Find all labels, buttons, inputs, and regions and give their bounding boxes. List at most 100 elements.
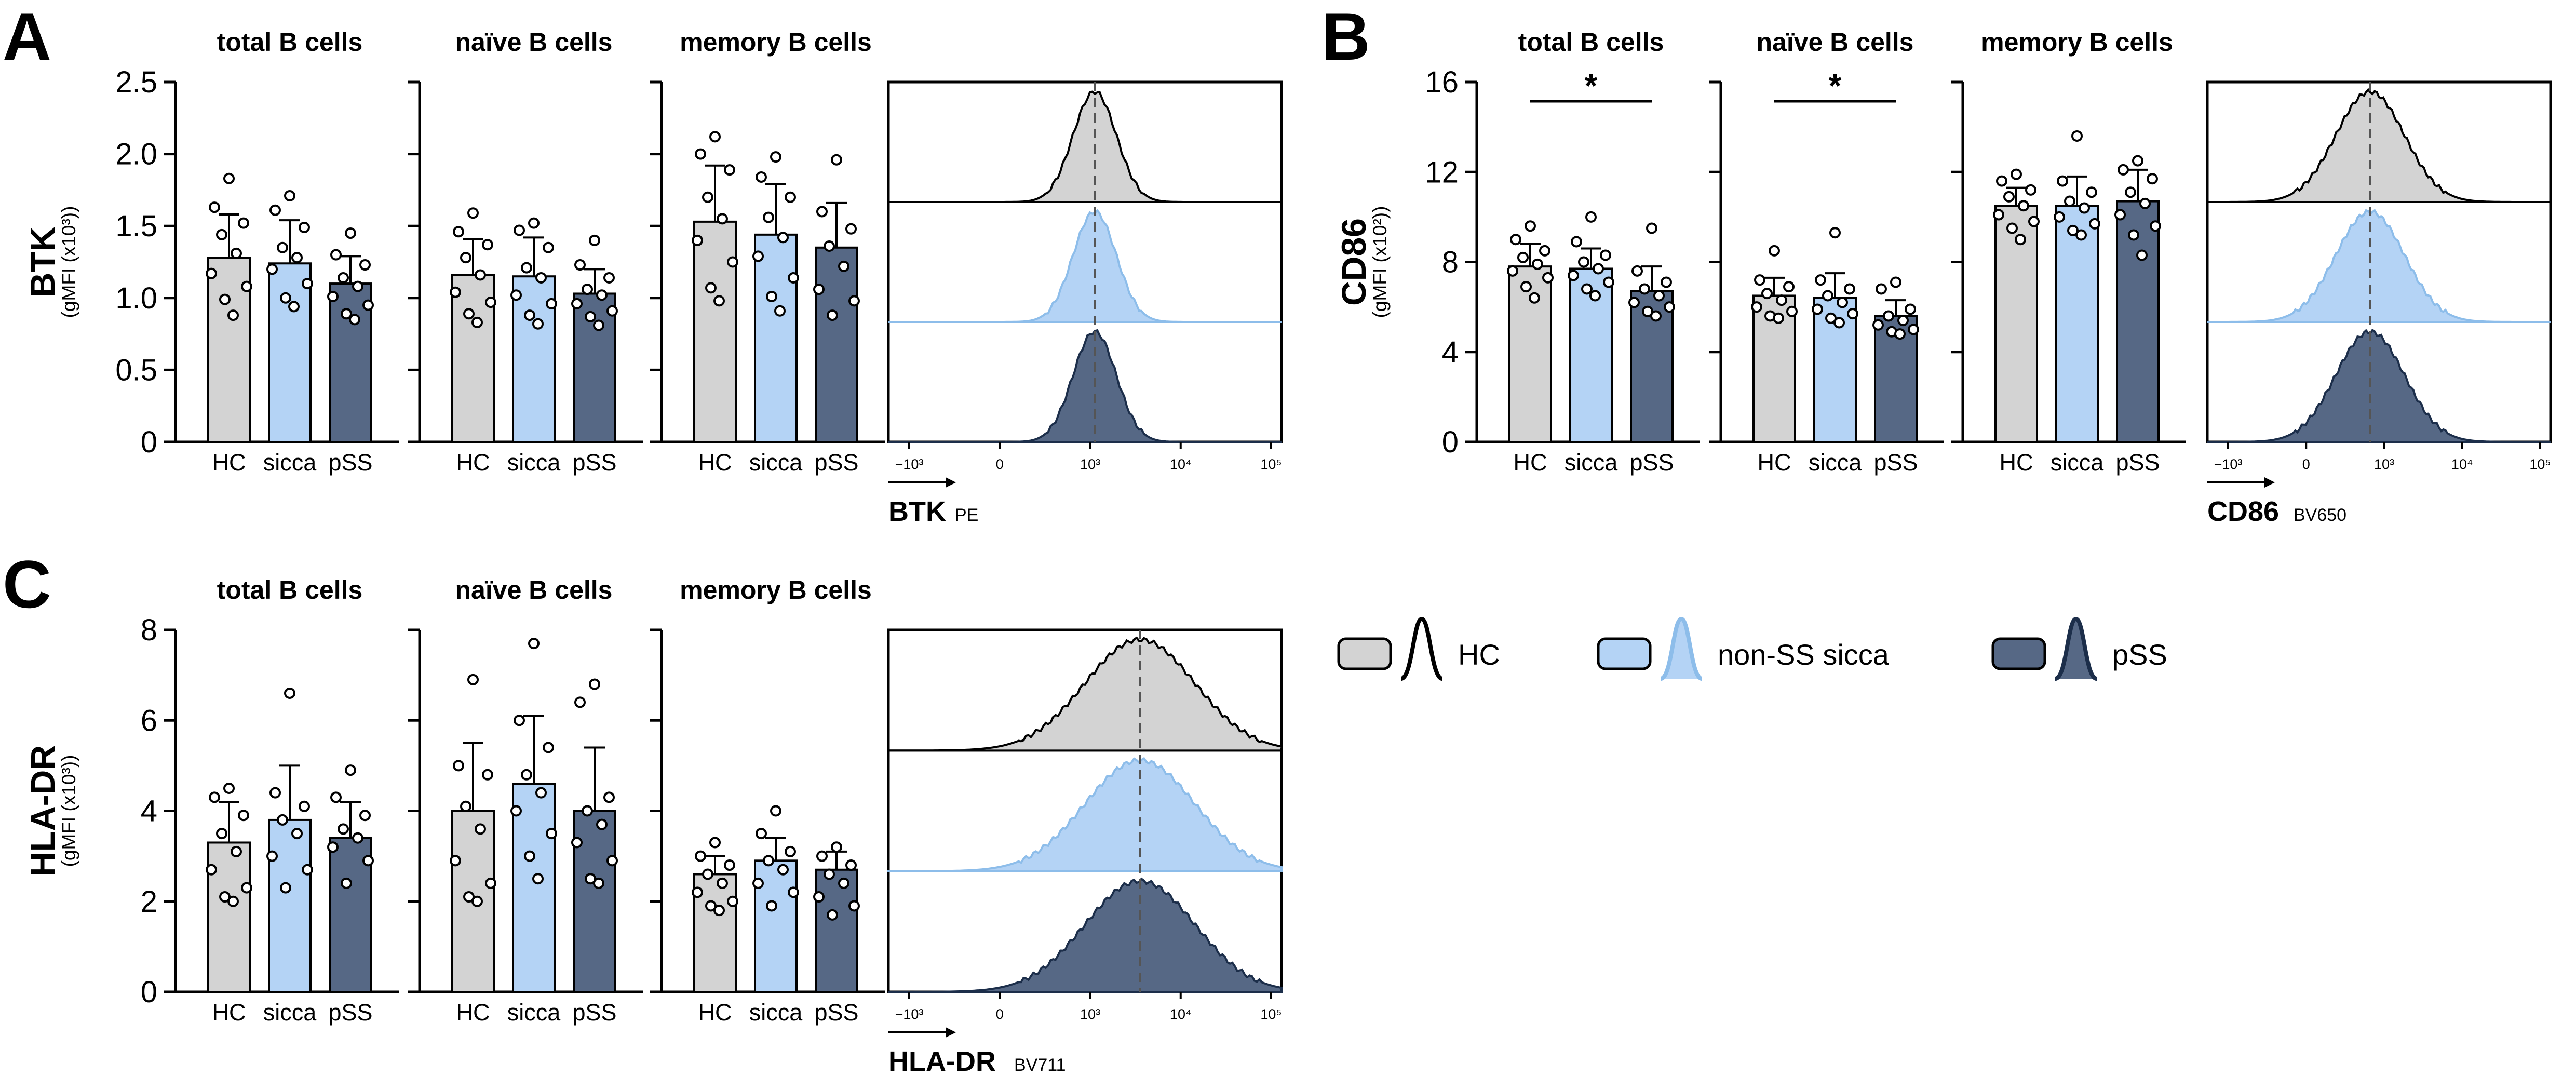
x-tick-label: sicca (2051, 449, 2104, 476)
data-point (1517, 251, 1529, 263)
data-point (2150, 220, 2161, 232)
data-point (327, 291, 339, 303)
data-point (2132, 155, 2143, 167)
data-point (585, 311, 596, 322)
data-point (510, 289, 522, 301)
data-point (727, 256, 738, 268)
data-point (824, 868, 835, 880)
histogram-tick-label: 10⁴ (1170, 1006, 1192, 1022)
data-point (2139, 197, 2151, 209)
data-point (1761, 288, 1773, 300)
x-tick-label: HC (1758, 449, 1791, 476)
bar-pSS (815, 246, 858, 443)
data-point (1833, 317, 1845, 329)
histogram-tick-label: −10³ (2214, 456, 2243, 472)
data-point (692, 886, 703, 898)
data-point (1571, 236, 1582, 248)
x-tick-label: HC (456, 449, 490, 476)
data-point (338, 823, 349, 835)
data-point (345, 227, 356, 239)
data-point (219, 891, 231, 903)
subplot-title: memory B cells (680, 575, 872, 604)
histogram: −10³ 0 10³ 10⁴ 10⁵ BTK PE (887, 80, 1283, 527)
data-point (277, 241, 288, 253)
data-point (596, 818, 608, 830)
data-point (752, 250, 764, 262)
data-point (231, 247, 242, 259)
data-point (1661, 276, 1672, 288)
data-point (330, 791, 342, 803)
histogram-curve-pSS (888, 877, 1283, 993)
data-point (727, 895, 738, 907)
x-tick-label: pSS (572, 449, 616, 476)
data-point (813, 284, 825, 295)
x-tick-label: pSS (814, 449, 858, 476)
histogram-fluor-label: BV711 (1014, 1055, 1066, 1075)
data-point (845, 859, 857, 871)
histogram-marker-label: CD86 (2207, 496, 2279, 527)
data-point (788, 886, 799, 898)
data-point (1529, 292, 1540, 304)
data-point (848, 295, 860, 307)
histogram-tick-label: 10⁵ (1260, 1006, 1282, 1022)
y-axis-unit: (gMFI (x10²)) (1369, 206, 1391, 318)
data-point (524, 850, 535, 862)
data-point (482, 239, 493, 251)
data-point (713, 295, 725, 307)
y-tick-label: 1.5 (115, 209, 157, 243)
data-point (231, 845, 242, 857)
bar-HC (1508, 265, 1552, 443)
data-point (816, 206, 828, 218)
data-point (2064, 195, 2075, 207)
data-point (238, 217, 249, 229)
data-point (543, 742, 554, 753)
panel-letter: B (1321, 0, 1370, 74)
histogram-tick-label: 10⁵ (2529, 456, 2551, 472)
data-point (709, 837, 721, 849)
data-point (724, 859, 735, 871)
subplot-1: naïve B cells HC sicca pSS (408, 28, 643, 476)
data-point (338, 272, 349, 284)
data-point (532, 873, 544, 885)
data-point (2011, 168, 2022, 180)
y-axis-title: CD86 (1334, 218, 1373, 306)
legend: HC non-SS sicca pSS (1337, 616, 2167, 681)
data-point (766, 900, 777, 912)
data-point (532, 318, 544, 330)
histogram-tick-label: 10⁵ (1260, 456, 1282, 472)
bar-sicca (754, 233, 798, 443)
data-point (463, 308, 475, 320)
data-point (1631, 265, 1643, 277)
data-point (475, 269, 486, 281)
data-point (827, 909, 838, 921)
data-point (284, 190, 295, 201)
legend-label: non-SS sicca (1718, 638, 1890, 671)
data-point (589, 678, 600, 690)
x-tick-label: pSS (572, 999, 616, 1026)
x-tick-label: sicca (749, 449, 803, 476)
data-point (1825, 312, 1837, 324)
histogram-marker-label: HLA-DR (888, 1046, 996, 1077)
data-point (2079, 202, 2090, 214)
data-point (485, 877, 496, 889)
data-point (453, 226, 464, 238)
x-tick-label: sicca (263, 999, 317, 1026)
data-point (593, 877, 604, 889)
legend-label: pSS (2112, 638, 2167, 671)
data-point (724, 164, 735, 176)
data-point (766, 291, 777, 303)
data-point (2147, 173, 2158, 185)
histogram-curve-pSS (2207, 328, 2551, 443)
x-tick-label: pSS (2115, 449, 2160, 476)
data-point (467, 207, 479, 219)
data-point (1642, 305, 1653, 317)
data-point (606, 855, 618, 867)
data-point (1894, 328, 1906, 340)
arrow-head-icon (2264, 477, 2275, 488)
data-point (359, 259, 371, 271)
data-point (596, 289, 608, 301)
y-tick-label: 4 (1442, 335, 1459, 369)
data-point (785, 845, 796, 857)
bar-HC (693, 220, 737, 443)
